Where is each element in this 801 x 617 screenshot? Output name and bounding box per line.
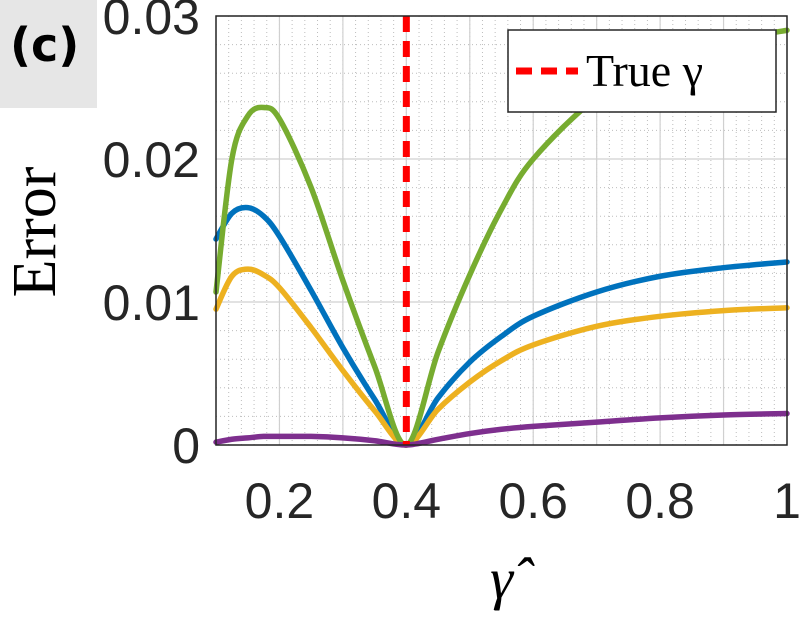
y-tick-label: 0.02	[103, 132, 200, 188]
plot-frame	[215, 15, 788, 446]
y-axis-label: Error	[1, 166, 69, 297]
series-line-2	[213, 266, 790, 448]
y-tick-label: 0.01	[103, 275, 200, 331]
x-tick-labels: 0.2 0.4 0.6 0.8 1	[245, 473, 801, 529]
panel-label-box: (c)	[0, 0, 97, 108]
legend-label-true-gamma: True γ	[586, 45, 703, 96]
y-tick-label: 0	[172, 418, 200, 474]
series-line-4	[213, 410, 790, 448]
x-tick-label: 0.2	[245, 473, 315, 529]
y-tick-labels: 0 0.01 0.02 0.03	[103, 0, 200, 474]
x-tick-label: 1	[773, 473, 801, 529]
x-tick-label: 0.6	[498, 473, 568, 529]
x-axis-label: γ̂	[490, 546, 535, 611]
legend: True γ	[507, 29, 777, 113]
panel-label: (c)	[10, 18, 80, 72]
series-line-1	[213, 204, 790, 448]
x-tick-label: 0.4	[372, 473, 442, 529]
y-tick-label: 0.03	[103, 0, 200, 45]
x-tick-label: 0.8	[625, 473, 695, 529]
